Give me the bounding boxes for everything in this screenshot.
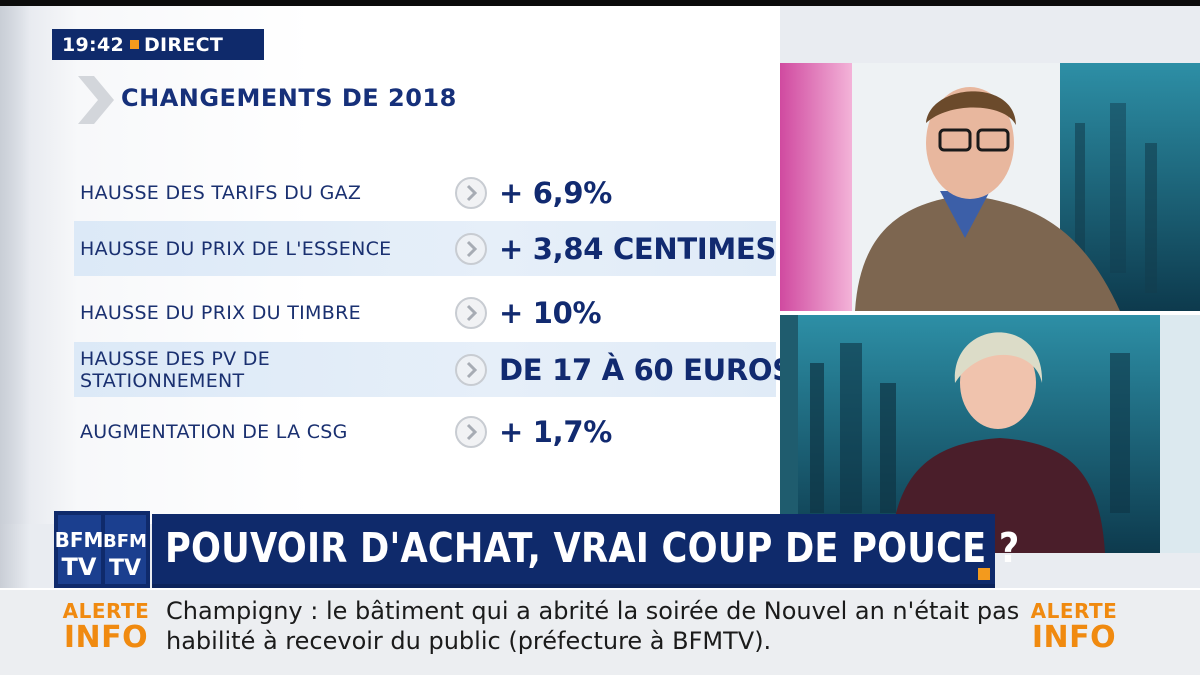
- alert-info-badge-right: ALERTE INFO: [1028, 601, 1120, 653]
- arrow-circle-icon: [455, 296, 487, 329]
- info-label: INFO: [1031, 620, 1117, 655]
- change-row-parking: HAUSSE DES PV DE STATIONNEMENT DE 17 À 6…: [74, 342, 793, 397]
- change-row-csg: AUGMENTATION DE LA CSG + 1,7%: [74, 404, 776, 459]
- svg-text:TV: TV: [109, 556, 141, 581]
- clock-time: 19:42: [62, 33, 124, 56]
- orange-square-icon: [978, 568, 990, 580]
- news-ticker: [0, 590, 1200, 675]
- ticker-line-2: habilité à recevoir du public (préfectur…: [166, 627, 772, 655]
- ticker-top-border: [0, 588, 1200, 591]
- chevron-right-icon: [78, 76, 114, 124]
- arrow-circle-icon: [455, 353, 487, 386]
- top-strip: [0, 0, 1200, 6]
- row-label: HAUSSE DES PV DE STATIONNEMENT: [80, 347, 271, 392]
- headline-bar: POUVOIR D'ACHAT, VRAI COUP DE POUCE ?: [152, 514, 1019, 588]
- arrow-circle-icon: [455, 176, 487, 209]
- change-row-gas: HAUSSE DES TARIFS DU GAZ + 6,9%: [74, 165, 776, 220]
- ticker-line-1: Champigny : le bâtiment qui a abrité la …: [166, 597, 1020, 625]
- row-value: + 1,7%: [499, 414, 613, 449]
- ticker-text: Champigny : le bâtiment qui a abrité la …: [166, 596, 1020, 656]
- bfmtv-logo: BFM TV BFM TV: [54, 511, 150, 588]
- svg-text:BFM: BFM: [103, 531, 147, 552]
- row-value: + 6,9%: [499, 175, 613, 210]
- change-row-fuel: HAUSSE DU PRIX DE L'ESSENCE + 3,84 CENTI…: [74, 221, 776, 276]
- row-value: + 10%: [499, 295, 602, 330]
- live-clock-badge: 19:42 DIRECT: [52, 29, 264, 60]
- row-label: HAUSSE DU PRIX DU TIMBRE: [80, 301, 361, 324]
- change-row-stamp: HAUSSE DU PRIX DU TIMBRE + 10%: [74, 285, 776, 340]
- row-label: AUGMENTATION DE LA CSG: [80, 420, 348, 443]
- graphic-heading: CHANGEMENTS DE 2018: [121, 84, 457, 112]
- alert-label: ALERTE: [1030, 599, 1118, 623]
- row-value: + 3,84 CENTIMES: [499, 231, 777, 266]
- pane-divider: [780, 311, 1200, 315]
- info-label: INFO: [63, 620, 149, 655]
- arrow-circle-icon: [455, 415, 487, 448]
- row-value: DE 17 À 60 EUROS: [499, 352, 793, 387]
- row-label: HAUSSE DU PRIX DE L'ESSENCE: [80, 237, 392, 260]
- svg-text:TV: TV: [62, 553, 97, 581]
- alert-label: ALERTE: [62, 599, 150, 623]
- orange-square-icon: [129, 40, 139, 49]
- live-label: DIRECT: [143, 33, 224, 56]
- arrow-circle-icon: [455, 232, 487, 265]
- headline-text: POUVOIR D'ACHAT, VRAI COUP DE POUCE ?: [165, 524, 1020, 572]
- studio-video-area: [780, 63, 1200, 553]
- panel-edge-shade: [0, 6, 30, 596]
- alert-info-badge-left: ALERTE INFO: [60, 601, 152, 653]
- row-label: HAUSSE DES TARIFS DU GAZ: [80, 181, 362, 204]
- studio-video-image: [780, 63, 1200, 553]
- svg-text:BFM: BFM: [55, 528, 104, 552]
